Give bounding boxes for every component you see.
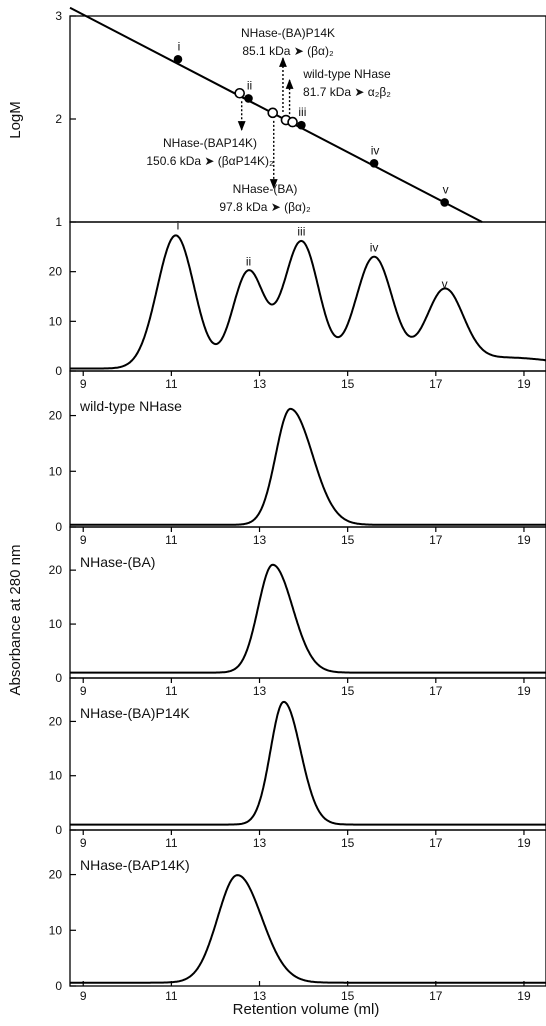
x-tick-label-bottom: 9 <box>80 989 87 1003</box>
x-tick-label: 15 <box>341 377 355 391</box>
x-tick-label: 13 <box>253 377 267 391</box>
sample-point <box>267 107 279 119</box>
x-tick-label-bottom: 13 <box>253 989 267 1003</box>
chromatogram-title: NHase-(BA)P14K <box>80 705 190 721</box>
standard-point-label: ii <box>247 78 252 92</box>
x-tick-label: 13 <box>253 836 267 850</box>
y-tick-label: 20 <box>49 714 63 728</box>
peak-label: iii <box>297 224 305 238</box>
x-tick-label: 19 <box>517 377 531 391</box>
annotation-mass: 150.6 kDa ➤ (βαP14K)₂ <box>146 154 274 168</box>
peak-label: ii <box>246 255 251 269</box>
chromatogram-trace <box>70 700 546 826</box>
standard-point-label: v <box>443 182 449 196</box>
chart-curves <box>69 6 546 984</box>
annotation-title: NHase-(BAP14K) <box>163 136 257 150</box>
x-tick-label-bottom: 19 <box>517 989 531 1003</box>
x-axis-title: Retention volume (ml) <box>233 1001 380 1018</box>
panel-frame-5 <box>69 829 546 987</box>
chromatogram-title: NHase-(BAP14K) <box>80 857 190 873</box>
annotation-mass: 97.8 kDa ➤ (βα)₂ <box>219 200 311 214</box>
x-tick-label: 11 <box>165 377 178 391</box>
x-tick-label: 13 <box>253 533 267 547</box>
peak-label: v <box>442 277 448 291</box>
chromatogram-trace <box>70 234 546 370</box>
standard-point <box>369 158 379 168</box>
sample-point <box>287 116 298 128</box>
annotation-title: NHase-(BA)P14K <box>241 26 335 40</box>
chart-marks <box>70 15 525 987</box>
panel-frames <box>69 15 546 987</box>
panel-frame-1 <box>69 221 546 372</box>
peak-label: iv <box>370 240 379 254</box>
standard-point <box>440 198 449 207</box>
y-tick-label: 10 <box>49 314 63 328</box>
chromatogram-trace <box>70 874 546 984</box>
x-tick-label: 17 <box>429 836 443 850</box>
y-tick-label: 0 <box>55 979 62 993</box>
panel-frame-3 <box>69 526 546 679</box>
standard-point-label: iii <box>298 105 306 119</box>
x-tick-label: 17 <box>429 377 443 391</box>
x-tick-label: 13 <box>253 684 267 698</box>
x-tick-label: 17 <box>429 684 443 698</box>
x-tick-label-bottom: 17 <box>429 989 443 1003</box>
x-tick-label: 19 <box>517 684 531 698</box>
y-tick-label: 0 <box>55 823 62 837</box>
x-tick-label-bottom: 15 <box>341 989 355 1003</box>
x-tick-label: 9 <box>80 533 87 547</box>
logm-y-tick-label: 3 <box>55 9 62 23</box>
x-tick-label: 11 <box>165 836 178 850</box>
x-tick-label: 15 <box>341 533 355 547</box>
x-tick-label: 15 <box>341 684 355 698</box>
panel-frame-4 <box>69 677 546 831</box>
annotation-title: wild-type NHase <box>302 67 391 81</box>
x-tick-label: 19 <box>517 836 531 850</box>
absorbance-axis-title: Absorbance at 280 nm <box>7 545 24 696</box>
standard-point-label: i <box>178 39 181 53</box>
x-tick-label: 9 <box>80 377 87 391</box>
y-tick-label: 20 <box>49 265 63 279</box>
annotation-mass: 81.7 kDa ➤ α₂β₂ <box>303 85 391 99</box>
y-tick-label: 20 <box>49 409 63 423</box>
standard-point <box>244 94 253 103</box>
annotation-mass: 85.1 kDa ➤ (βα)₂ <box>242 44 334 58</box>
standard-point <box>173 54 183 64</box>
x-tick-label: 9 <box>80 836 87 850</box>
peak-label: i <box>177 218 180 232</box>
sample-point <box>234 87 245 99</box>
chromatogram-trace <box>70 407 546 526</box>
y-tick-label: 20 <box>49 563 63 577</box>
x-tick-label: 11 <box>165 684 178 698</box>
annotation-title: NHase-(BA) <box>233 182 298 196</box>
logm-y-tick-label: 2 <box>55 112 62 126</box>
x-tick-label: 11 <box>165 533 178 547</box>
logm-y-tick-label: 1 <box>55 215 62 229</box>
panel-frame-2 <box>69 370 546 528</box>
chromatogram-title: wild-type NHase <box>79 398 182 414</box>
x-tick-label: 15 <box>341 836 355 850</box>
y-tick-label: 10 <box>49 464 63 478</box>
y-tick-label: 0 <box>55 364 62 378</box>
y-tick-label: 10 <box>49 769 63 783</box>
logm-axis-title: LogM <box>7 101 24 139</box>
x-tick-label: 19 <box>517 533 531 547</box>
y-tick-label: 10 <box>49 617 63 631</box>
y-tick-label: 20 <box>49 868 63 882</box>
y-tick-label: 10 <box>49 923 63 937</box>
x-tick-label-bottom: 11 <box>165 989 178 1003</box>
x-tick-label: 9 <box>80 684 87 698</box>
x-tick-label: 17 <box>429 533 443 547</box>
y-tick-label: 0 <box>55 671 62 685</box>
standard-point-label: iv <box>371 143 380 157</box>
y-tick-label: 0 <box>55 520 62 534</box>
standard-point <box>297 120 306 130</box>
chromatogram-title: NHase-(BA) <box>80 554 155 570</box>
chromatogram-trace <box>70 563 546 674</box>
